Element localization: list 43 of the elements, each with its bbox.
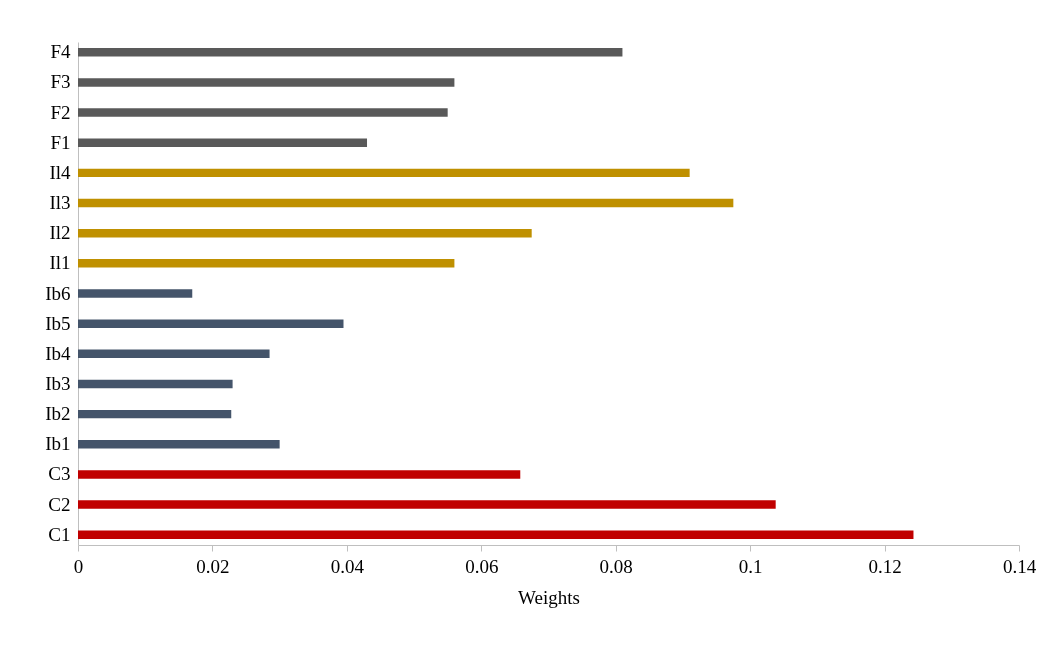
bar [78,409,232,419]
x-tick-label: 0.08 [599,555,633,577]
bar [78,289,193,298]
y-tick-label: C1 [48,523,71,545]
y-tick-label: Ib4 [45,342,71,364]
y-tick-label: Il3 [49,192,71,214]
y-tick-label: F4 [50,41,71,63]
y-tick-label: Ib6 [45,282,71,304]
bar [78,440,280,449]
y-tick-label: F3 [50,71,71,93]
bar [78,228,532,238]
y-tick-label: Il4 [49,161,71,183]
y-tick-label: C2 [48,493,71,515]
y-tick-label: Ib1 [45,433,71,455]
bar [78,349,270,359]
y-tick-label: F2 [50,101,71,123]
y-tick-label: Il2 [49,222,71,244]
y-tick-label: Il1 [49,252,71,274]
bar [78,108,448,117]
bar [78,198,734,208]
bar [78,48,623,57]
bar [78,259,455,268]
y-tick-label: C3 [48,463,71,485]
bar [78,319,344,328]
bar [78,78,455,87]
x-tick-label: 0.12 [868,555,902,577]
bar [78,138,368,147]
y-tick-label: Ib2 [45,403,71,425]
y-tick-label: F1 [50,131,71,153]
x-tick-label: 0.02 [196,555,230,577]
x-tick-label: 0.1 [738,555,763,577]
bar [78,168,690,178]
x-tick-label: 0 [73,555,84,577]
y-tick-label: Ib5 [45,312,71,334]
x-axis-title: Weights [518,586,580,608]
y-tick-label: Ib3 [45,372,71,394]
bar [78,470,521,479]
bar [78,530,914,539]
x-tick-label: 0.06 [465,555,499,577]
x-tick-label: 0.04 [330,555,365,577]
bar [78,500,776,509]
x-tick-label: 0.14 [1002,555,1037,577]
bar [78,379,233,389]
